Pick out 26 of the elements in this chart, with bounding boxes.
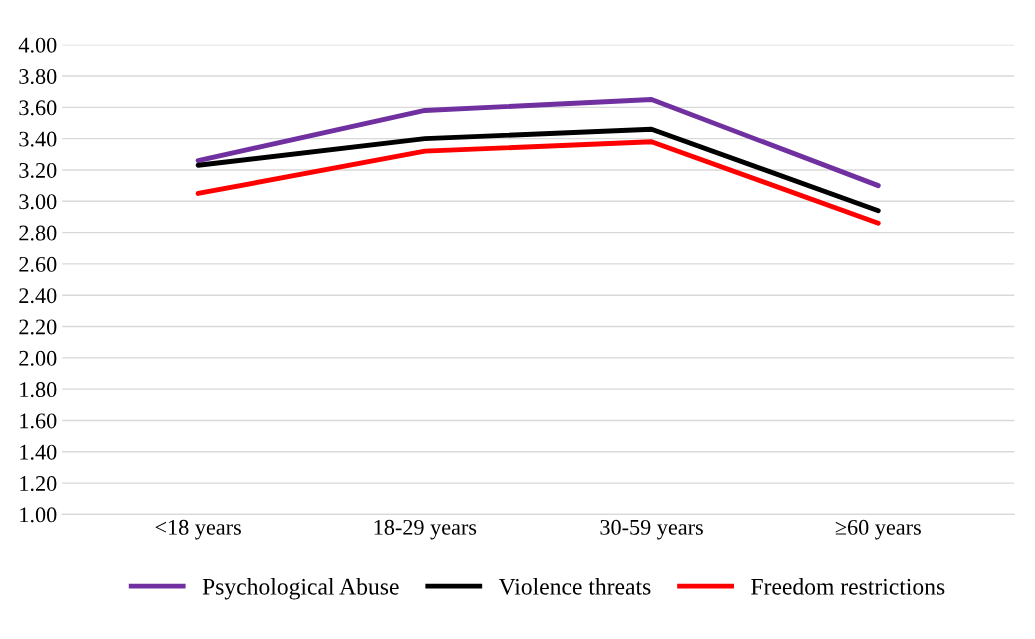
y-tick-label: 1.40 bbox=[20, 444, 57, 460]
y-tick-label: 2.80 bbox=[19, 225, 57, 241]
y-tick-label: 3.20 bbox=[19, 162, 57, 178]
y-tick-label: 3.40 bbox=[19, 131, 57, 147]
y-tick-label: 1.80 bbox=[20, 382, 57, 398]
legend-label: Psychological Abuse bbox=[202, 578, 399, 600]
x-tick-label: 30-59 years bbox=[600, 519, 703, 540]
line-series bbox=[195, 126, 881, 214]
y-tick-label: 3.80 bbox=[19, 68, 57, 85]
y-tick-label: 2.20 bbox=[19, 319, 57, 335]
y-tick-label: 2.40 bbox=[19, 288, 57, 304]
line-series bbox=[195, 97, 881, 189]
x-tick-label: ≥60 years bbox=[835, 519, 921, 540]
x-tick-label: 18-29 years bbox=[374, 519, 477, 540]
legend-label: Freedom restrictions bbox=[751, 578, 945, 595]
y-tick-label: 2.00 bbox=[19, 350, 57, 366]
y-tick-label: 2.60 bbox=[19, 256, 57, 272]
line-series bbox=[195, 139, 881, 226]
y-tick-label: 3.60 bbox=[19, 100, 57, 116]
y-tick-label: 4.00 bbox=[18, 37, 57, 53]
y-tick-label: 1.20 bbox=[20, 476, 57, 492]
x-tick-label: <18 years bbox=[155, 519, 241, 540]
y-tick-label: 3.00 bbox=[19, 194, 57, 210]
legend-label: Violence threats bbox=[498, 578, 651, 595]
y-tick-label: 1.00 bbox=[20, 507, 57, 523]
y-tick-label: 1.60 bbox=[20, 413, 57, 429]
